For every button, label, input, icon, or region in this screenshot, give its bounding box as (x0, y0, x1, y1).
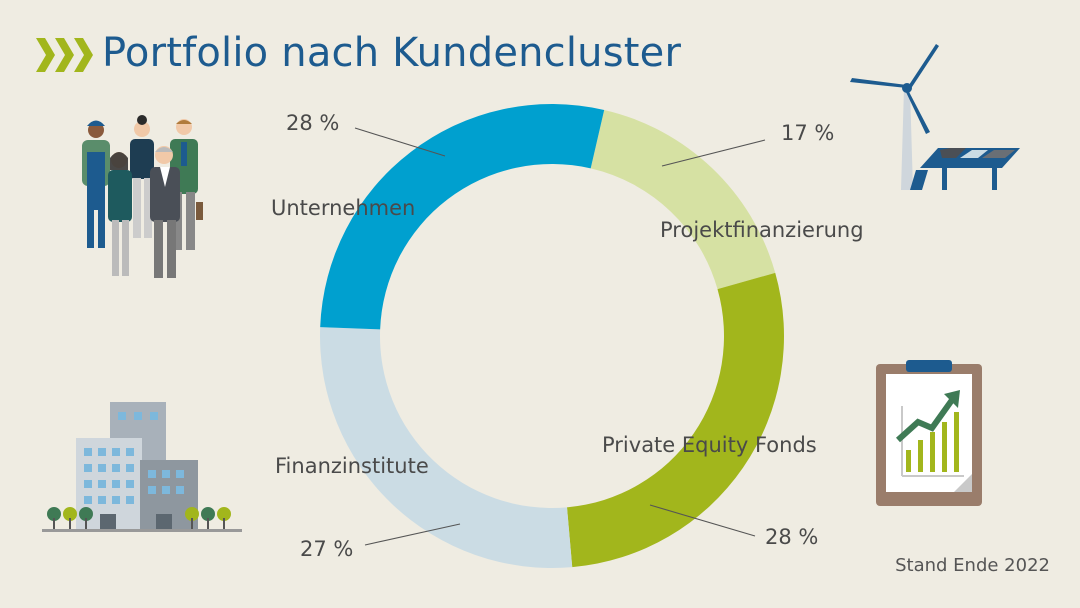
leader-line-private-equity (649, 504, 756, 537)
segment-percent-unternehmen: 28 % (286, 111, 340, 135)
office-buildings-icon (42, 402, 242, 532)
segment-percent-projektfinanzierung: 17 % (781, 121, 835, 145)
segment-name-finanzinstitute: Finanzinstitute (275, 454, 429, 478)
page-title: Portfolio nach Kundencluster (102, 30, 682, 76)
clipboard-growth-chart-icon (876, 360, 982, 506)
donut-segment-finanzinstitute (319, 327, 573, 569)
leader-line-finanzinstitute (364, 523, 461, 546)
segment-percent-private-equity: 28 % (765, 525, 819, 549)
donut-segment-projektfinanzierung (590, 109, 776, 290)
donut-segment-private-equity-fonds (566, 272, 784, 568)
donut-segment-unternehmen (320, 103, 605, 330)
people-illustration-icon (82, 115, 203, 278)
segment-name-projektfinanzierung: Projektfinanzierung (660, 218, 864, 242)
segment-name-unternehmen: Unternehmen (271, 196, 416, 220)
segment-name-private-equity: Private Equity Fonds (602, 433, 817, 457)
leader-line-unternehmen (354, 127, 446, 157)
footnote-date: Stand Ende 2022 (895, 555, 1050, 576)
leader-line-projektfinanzierung (661, 139, 766, 167)
chevrons-right-icon (36, 38, 93, 72)
segment-percent-finanzinstitute: 27 % (300, 537, 354, 561)
wind-turbine-solar-icon (850, 44, 1020, 190)
